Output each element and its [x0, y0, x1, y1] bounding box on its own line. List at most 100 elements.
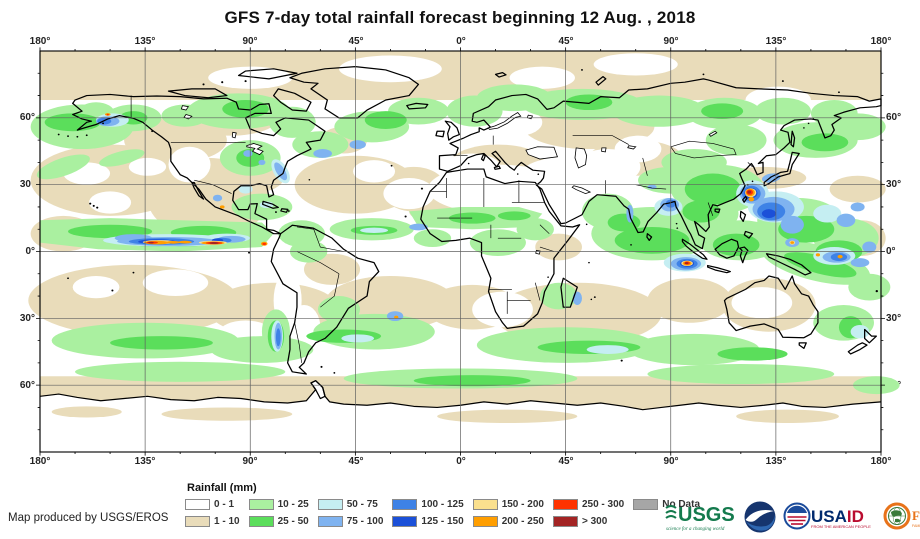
legend-entry: > 300 — [552, 513, 624, 530]
legend-label: 75 - 100 — [346, 516, 384, 527]
lake-winnipeg — [231, 131, 237, 139]
lat-label-right: 30° — [886, 179, 902, 190]
lake-ladoga — [526, 114, 534, 120]
legend-swatch — [552, 516, 578, 527]
lat-label-right: 60° — [886, 112, 902, 123]
legend-entry: 50 - 75 — [317, 496, 384, 513]
lon-label-top: 45° — [558, 36, 574, 47]
lake-balkhash — [627, 145, 637, 150]
lon-label-bottom: 0° — [456, 456, 466, 467]
sri-lanka — [646, 233, 653, 241]
africa-coast — [420, 168, 581, 329]
great-lakes — [246, 143, 264, 156]
lon-label-top: 180° — [870, 36, 892, 47]
lat-label-right: 30° — [886, 313, 902, 324]
java — [707, 264, 731, 274]
lat-label-left: 60° — [19, 380, 35, 391]
lon-label-top: 180° — [29, 36, 51, 47]
ellesmere-island — [237, 68, 298, 80]
legend-swatch — [392, 516, 418, 527]
legend-entry: 1 - 10 — [185, 513, 240, 530]
cuba — [261, 200, 279, 209]
ireland — [435, 130, 445, 138]
corsica-sardinia — [480, 153, 486, 162]
legend-swatch — [248, 516, 274, 527]
taiwan — [742, 195, 748, 203]
new-guinea — [765, 253, 812, 276]
sakhalin — [790, 130, 796, 148]
small-islands — [57, 69, 878, 374]
map-credit: Map produced by USGS/EROS — [8, 512, 169, 524]
lakes-and-seas — [180, 105, 718, 255]
iceland — [406, 102, 429, 110]
lake-baikal — [708, 130, 718, 137]
rainfall-legend: 0 - 1 1 - 10 10 - 25 25 - 50 50 - 75 75 … — [185, 496, 709, 530]
legend-swatch — [552, 499, 578, 510]
svalbard — [494, 71, 507, 78]
hainan — [714, 208, 721, 214]
legend-label: 200 - 250 — [501, 516, 544, 527]
borneo — [714, 238, 740, 259]
page-title: GFS 7-day total rainfall forecast beginn… — [224, 8, 696, 27]
lat-label-left: 30° — [19, 179, 35, 190]
legend-title: Rainfall (mm) — [187, 482, 257, 494]
legend-swatch — [317, 516, 343, 527]
legend-swatch — [472, 499, 498, 510]
aral-sea — [601, 147, 607, 153]
lat-label-left: 60° — [19, 112, 35, 123]
legend-entry: 125 - 150 — [392, 513, 464, 530]
lon-label-bottom: 45° — [558, 456, 574, 467]
lon-label-top: 135° — [134, 36, 156, 47]
usgs-wordmark: USGS — [678, 504, 735, 526]
lon-label-bottom: 180° — [29, 456, 51, 467]
lat-label-left: 0° — [25, 246, 35, 257]
new-zealand-north — [864, 328, 877, 344]
legend-label: 0 - 1 — [214, 499, 235, 510]
caspian-sea — [574, 147, 588, 169]
usgs-tagline: science for a changing world — [666, 527, 725, 532]
lake-victoria — [535, 249, 541, 255]
coastlines — [72, 65, 882, 400]
lon-label-top: 135° — [765, 36, 787, 47]
legend-entry: 200 - 250 — [472, 513, 544, 530]
fewsnet-wordmark: FEWS NET — [912, 508, 920, 523]
legend-entry: No Data — [633, 496, 700, 513]
svg-text:USAID: USAID — [811, 507, 864, 526]
usaid-wordmark-red: ID — [847, 507, 864, 526]
lon-label-top: 45° — [348, 36, 364, 47]
legend-label: 50 - 75 — [346, 499, 378, 510]
lon-label-bottom: 45° — [348, 456, 364, 467]
legend-entry: 250 - 300 — [552, 496, 624, 513]
baltic-sea — [487, 111, 522, 130]
lon-label-bottom: 135° — [134, 456, 156, 467]
legend-entry: 10 - 25 — [248, 496, 309, 513]
new-zealand-south — [847, 342, 868, 355]
lon-label-bottom: 180° — [870, 456, 892, 467]
legend-entry: 150 - 200 — [472, 496, 544, 513]
lon-label-bottom: 90° — [663, 456, 679, 467]
philippines-luzon — [739, 210, 747, 223]
usaid-tagline: FROM THE AMERICAN PEOPLE — [811, 524, 871, 529]
greenland-coast — [289, 65, 420, 119]
hispaniola — [280, 208, 289, 213]
legend-label: 125 - 150 — [421, 516, 464, 527]
lon-label-bottom: 90° — [242, 456, 258, 467]
legend-swatch — [392, 499, 418, 510]
lat-label-left: 30° — [19, 313, 35, 324]
legend-label: 25 - 50 — [277, 516, 309, 527]
legend-swatch — [185, 499, 210, 510]
victoria-island — [167, 88, 228, 99]
japan — [763, 151, 800, 187]
legend-label: 1 - 10 — [214, 516, 240, 527]
lon-label-top: 90° — [663, 36, 679, 47]
legend-entry: 100 - 125 — [392, 496, 464, 513]
legend-label: > 300 — [581, 516, 608, 527]
australia-coast — [723, 275, 819, 339]
legend-label: 150 - 200 — [501, 499, 544, 510]
tasmania — [798, 342, 807, 350]
axis-ticks — [36, 47, 885, 456]
baffin-island — [272, 88, 312, 112]
fewsnet-logo: FEWS NET FAMINE EARLY WARNING SYSTEMS NE… — [883, 502, 920, 530]
legend-swatch — [317, 499, 343, 510]
